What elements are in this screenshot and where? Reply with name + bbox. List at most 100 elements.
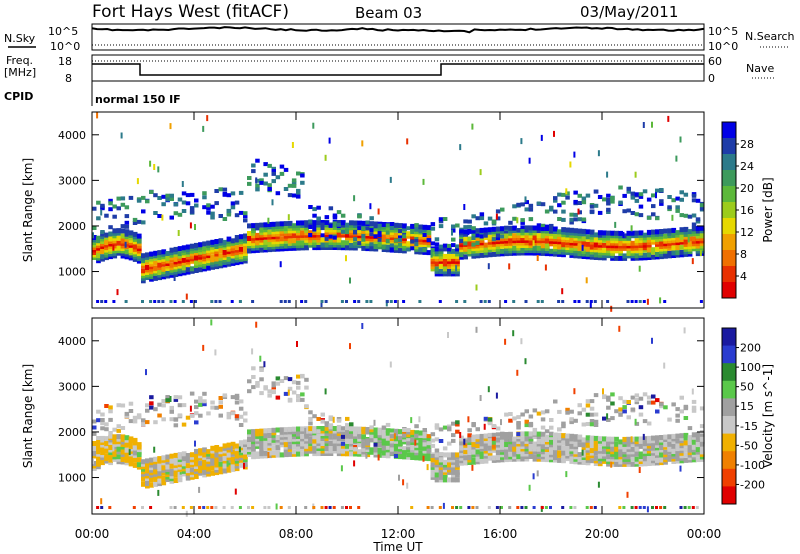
heatmap-cell — [602, 242, 607, 248]
heatmap-cell — [589, 399, 595, 404]
heatmap-cell — [585, 455, 591, 461]
heatmap-cell — [495, 432, 501, 437]
heatmap-cell — [406, 438, 411, 443]
heatmap-cell — [136, 178, 139, 185]
heatmap-cell — [573, 243, 579, 249]
heatmap-cell — [438, 217, 444, 222]
heatmap-cell — [124, 435, 130, 441]
heatmap-cell — [328, 234, 334, 239]
heatmap-cell — [597, 150, 600, 157]
heatmap-cell — [414, 433, 419, 438]
heatmap-cell — [655, 409, 660, 414]
heatmap-cell — [434, 452, 440, 458]
heatmap-cell — [651, 394, 656, 399]
heatmap-cell — [116, 240, 122, 246]
heatmap-cell — [381, 222, 387, 227]
heatmap-cell — [679, 450, 685, 456]
heatmap-cell — [238, 423, 244, 427]
heatmap-cell — [516, 449, 521, 455]
heatmap-cell — [459, 239, 464, 244]
heatmap-cell — [120, 196, 126, 201]
heatmap-cell — [96, 418, 101, 423]
heatmap-cell — [651, 204, 656, 209]
heatmap-cell — [532, 427, 538, 432]
heatmap-cell — [540, 431, 546, 437]
heatmap-cell — [695, 219, 701, 224]
heatmap-cell — [271, 169, 276, 173]
heatmap-cell — [169, 506, 173, 509]
y-tick-label: 3000 — [58, 380, 86, 393]
heatmap-cell — [532, 454, 538, 460]
heatmap-cell — [324, 225, 330, 230]
colorbar-tick-label: 15 — [740, 400, 754, 413]
heatmap-cell — [300, 397, 305, 402]
heatmap-cell — [581, 450, 587, 455]
heatmap-cell — [447, 268, 452, 274]
heatmap-cell — [495, 392, 498, 399]
heatmap-cell — [377, 223, 383, 228]
heatmap-cell — [691, 258, 694, 265]
heatmap-cell — [467, 241, 473, 247]
heatmap-cell — [553, 196, 558, 201]
heatmap-cell — [202, 391, 207, 396]
heatmap-cell — [120, 403, 126, 408]
heatmap-cell — [304, 404, 309, 409]
heatmap-cell — [210, 239, 215, 245]
heatmap-cell — [353, 438, 358, 443]
heatmap-cell — [520, 225, 526, 231]
colorbar-tick-label: 16 — [740, 204, 754, 217]
heatmap-cell — [214, 189, 219, 193]
heatmap-cell — [549, 226, 554, 232]
heatmap-cell — [92, 425, 97, 430]
heatmap-cell — [410, 239, 415, 244]
heatmap-cell — [365, 236, 371, 242]
heatmap-cell — [173, 300, 177, 303]
heatmap-cell — [153, 193, 158, 198]
heatmap-cell — [463, 241, 468, 246]
heatmap-cell — [206, 449, 211, 455]
heatmap-cell — [291, 142, 294, 148]
heatmap-cell — [516, 217, 519, 224]
heatmap-cell — [389, 361, 392, 368]
heatmap-cell — [116, 403, 121, 408]
heatmap-cell — [238, 210, 244, 215]
heatmap-cell — [385, 223, 391, 228]
heatmap-cell — [573, 300, 577, 303]
heatmap-cell — [194, 420, 199, 425]
heatmap-cell — [291, 451, 297, 457]
heatmap-cell — [353, 447, 358, 452]
heatmap-cell — [377, 454, 380, 461]
heatmap-cell — [606, 193, 611, 198]
heatmap-cell — [263, 162, 268, 167]
heatmap-cell — [695, 506, 699, 509]
heatmap-cell — [234, 416, 240, 421]
heatmap-cell — [177, 197, 183, 202]
heatmap-cell — [479, 216, 485, 221]
heatmap-cell — [194, 300, 197, 303]
heatmap-cell — [597, 230, 603, 236]
heatmap-cell — [426, 235, 432, 241]
heatmap-cell — [561, 227, 566, 233]
heatmap-cell — [234, 414, 240, 419]
heatmap-cell — [455, 246, 460, 252]
heatmap-cell — [234, 400, 240, 405]
heatmap-cell — [561, 200, 566, 205]
heatmap-cell — [267, 428, 273, 433]
noise-tick-left-top: 10^5 — [48, 25, 78, 38]
heatmap-cell — [487, 300, 491, 303]
colorbar-tick-label: 20 — [740, 182, 754, 195]
heatmap-cell — [153, 446, 156, 453]
heatmap-cell — [202, 191, 207, 196]
heatmap-cell — [353, 300, 357, 303]
heatmap-cell — [316, 448, 322, 454]
heatmap-cell — [300, 392, 305, 397]
heatmap-cell — [336, 424, 342, 429]
heatmap-cell — [430, 443, 436, 448]
heatmap-cell — [569, 217, 574, 222]
noise-tick-right-top: 10^5 — [708, 25, 738, 38]
heatmap-cell — [585, 193, 591, 198]
heatmap-cell — [528, 431, 534, 437]
heatmap-cell — [340, 213, 346, 218]
heatmap-cell — [655, 450, 660, 456]
